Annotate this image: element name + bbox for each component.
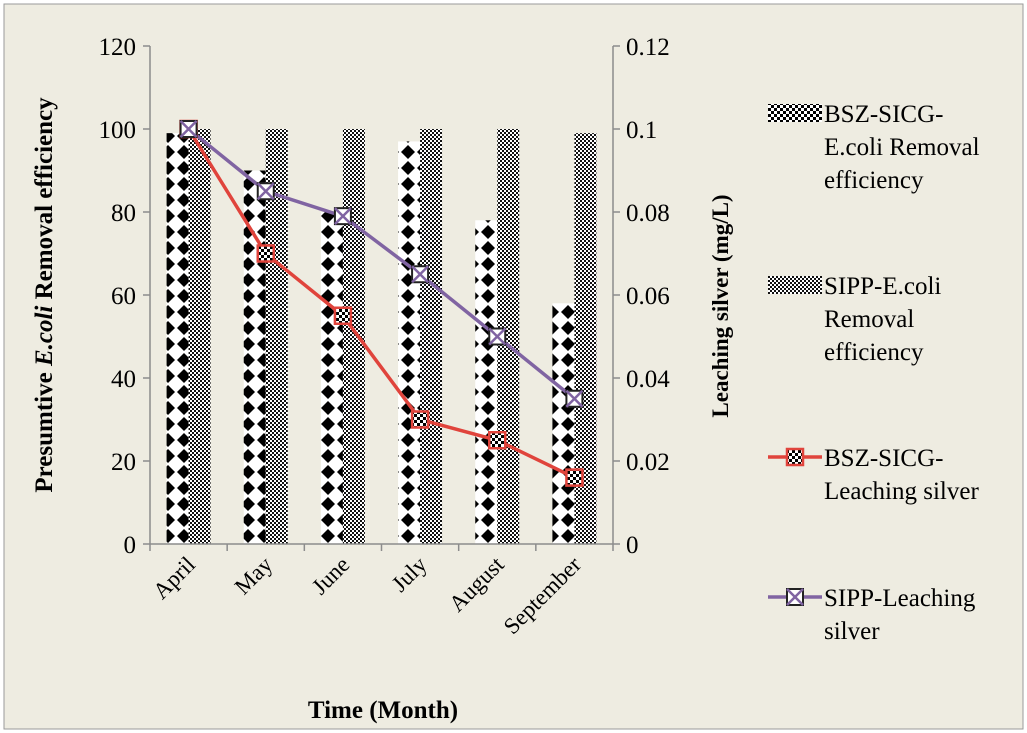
y2-tick-label: 0.12 (626, 34, 670, 61)
point (333, 306, 353, 325)
point (565, 389, 584, 408)
legend-label: efficiency (824, 339, 924, 366)
y-tick-label: 80 (111, 200, 136, 227)
legend-label: silver (824, 618, 880, 645)
series-line (187, 127, 576, 401)
y-tick-label: 60 (111, 283, 136, 310)
legend-label: E.coli Removal (824, 134, 980, 161)
point (411, 265, 430, 284)
bar (552, 303, 575, 544)
point-cross (411, 265, 429, 284)
y2-tick-label: 0.1 (626, 117, 657, 144)
y2-tick-label: 0.08 (626, 200, 670, 227)
point (488, 431, 507, 450)
bar (342, 129, 365, 544)
point (410, 410, 430, 429)
point (256, 244, 275, 263)
legend-marker (785, 447, 805, 467)
y-axis-title-prefix: Presumtive (31, 366, 58, 493)
point (333, 207, 352, 226)
y2-axis-title: Leaching silver (mg/L) (708, 194, 733, 417)
y2-tick-label: 0.06 (626, 283, 670, 310)
legend-label: BSZ-SICG- (824, 445, 943, 472)
y2-tick-label: 0.02 (626, 449, 670, 476)
point (179, 120, 198, 138)
y-tick-label: 40 (111, 366, 136, 393)
y-axis-title-italic: E.coli (31, 306, 58, 367)
x-axis-title: Time (Month) (308, 697, 458, 724)
legend-swatch (768, 276, 822, 294)
y-tick-label: 0 (124, 532, 137, 559)
legend-entry: BSZ-SICG- E.coli Removal efficiency (768, 101, 980, 194)
bar (420, 129, 443, 544)
bar (398, 141, 421, 544)
legend-entry: SIPP-Leaching silver (768, 585, 976, 645)
point-cross (256, 182, 275, 201)
legend-label: BSZ-SICG- (824, 101, 943, 128)
y2-tick-label: 0.04 (626, 366, 670, 393)
legend-swatch (768, 104, 822, 122)
point-cross (565, 389, 584, 408)
y-tick-label: 100 (99, 117, 137, 144)
bar (265, 129, 288, 544)
series-line (187, 128, 576, 480)
line-layer (179, 119, 584, 487)
bar (475, 220, 498, 545)
legend-entry: BSZ-SICG- Leaching silver (768, 445, 979, 505)
legend-label: efficiency (824, 167, 924, 194)
point (256, 182, 275, 201)
bar (574, 133, 597, 544)
bar-layer (166, 129, 597, 545)
legend-label: Removal (824, 306, 914, 333)
bar (243, 170, 266, 544)
bar (320, 212, 343, 544)
y-tick-label: 20 (111, 449, 136, 476)
legend-entry: SIPP-E.coli Removal efficiency (768, 273, 941, 366)
bar (166, 133, 189, 544)
legend-label: SIPP-E.coli (824, 273, 941, 300)
legend-marker (786, 588, 804, 606)
legend: BSZ-SICG-E.coli RemovalefficiencySIPP-E.… (768, 101, 980, 645)
point-cross (488, 327, 507, 346)
legend-label: SIPP-Leaching (824, 585, 976, 612)
bar (188, 129, 211, 544)
point-cross (179, 120, 198, 138)
y2-tick-label: 0 (626, 532, 639, 559)
y-axis-title-suffix: Removal efficiency (31, 97, 58, 306)
point-cross (334, 207, 352, 226)
legend-label: Leaching silver (824, 478, 979, 505)
y-tick-label: 120 (99, 34, 137, 61)
y-axis-title: Presumtive E.coli Removal efficiency (31, 97, 58, 493)
point (488, 327, 507, 346)
point (565, 468, 584, 487)
